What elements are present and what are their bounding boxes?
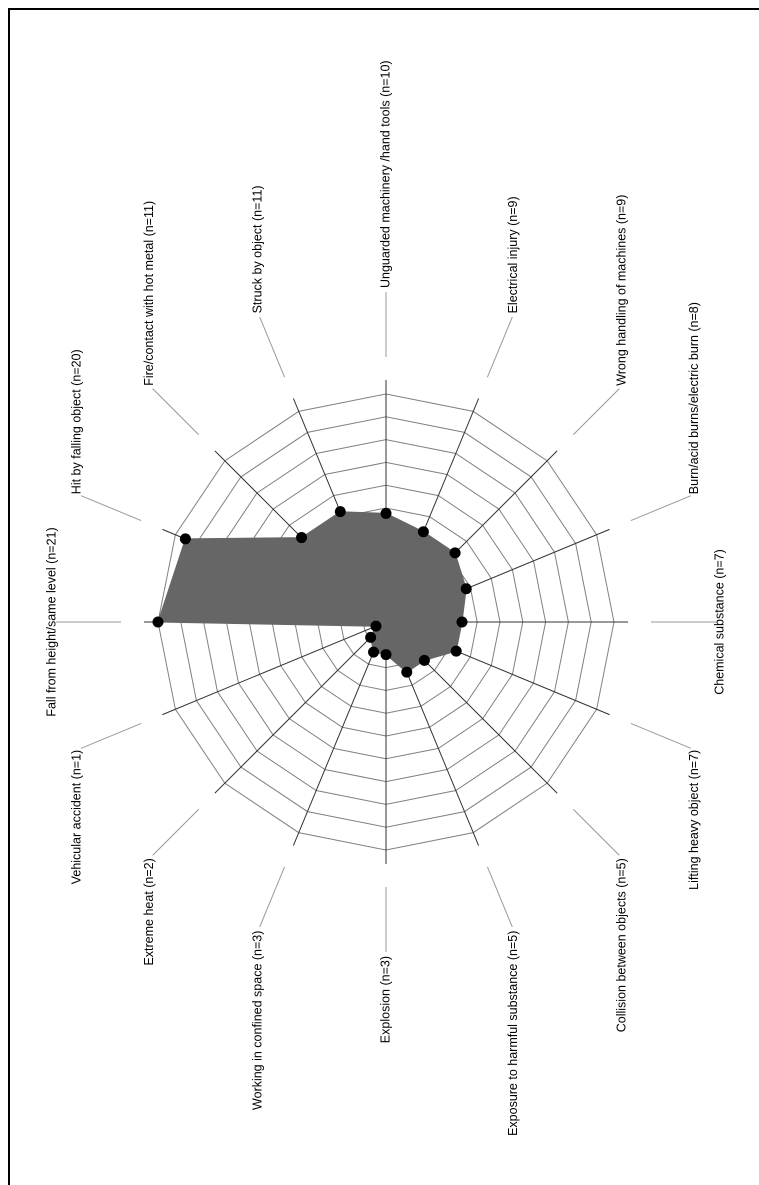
category-label: Collision between objects (n=5): [614, 858, 628, 1032]
data-point-marker: [456, 616, 468, 628]
data-point-marker: [179, 533, 191, 545]
label-leader-line: [152, 388, 199, 435]
category-label: Fire/contact with hot metal (n=11): [142, 201, 156, 386]
label-leader-line: [573, 388, 620, 435]
category-label: Extreme heat (n=2): [142, 858, 156, 965]
category-label: Hit by falling object (n=20): [70, 349, 84, 494]
category-label: Working in confined space (n=3): [250, 931, 264, 1110]
data-point-marker: [449, 547, 461, 559]
label-leader-line: [80, 722, 142, 749]
category-label: Wrong handling of machines (n=9): [614, 195, 628, 386]
category-label: Burn/acid burns/electric burn (n=8): [687, 302, 701, 494]
category-label: Chemical substance (n=7): [712, 549, 726, 695]
data-point-marker: [365, 631, 377, 643]
spoke-line: [162, 621, 387, 716]
data-point-marker: [334, 506, 346, 518]
data-point-marker: [370, 620, 382, 632]
data-point-marker: [450, 645, 462, 657]
label-leader-line: [152, 809, 199, 856]
data-point-marker: [418, 654, 430, 666]
category-label: Exposure to harmful substance (n=5): [506, 931, 520, 1136]
label-leader-line: [486, 866, 513, 928]
label-leader-line: [573, 809, 620, 856]
label-leader-line: [630, 722, 692, 749]
data-point-marker: [296, 532, 308, 544]
data-markers: [152, 506, 472, 678]
category-label: Unguarded machinery /hand tools (n=10): [378, 60, 392, 288]
label-leader-line: [259, 316, 286, 378]
data-point-marker: [417, 526, 429, 538]
category-labels: Fall from height/same level (n=21) Hit by…: [44, 60, 726, 1136]
data-point-marker: [152, 616, 164, 628]
spoke-line: [292, 621, 387, 846]
category-label: Struck by object (n=11): [250, 185, 264, 313]
data-point-marker: [460, 583, 472, 595]
label-leader-line: [486, 316, 513, 378]
data-point-marker: [380, 649, 392, 661]
data-point-marker: [401, 666, 413, 678]
label-leader-line: [259, 866, 286, 928]
chart-frame: [8, 8, 759, 1185]
data-point-marker: [380, 507, 392, 519]
category-label: Electrical injury (n=9): [506, 196, 520, 313]
category-label: Lifting heavy object (n=7): [687, 750, 701, 890]
label-leader-line: [630, 495, 692, 522]
category-label: Fall from height/same level (n=21): [44, 527, 58, 716]
spoke-line: [214, 621, 387, 794]
data-point-marker: [368, 646, 380, 658]
category-label: Explosion (n=3): [378, 956, 392, 1043]
category-label: Vehicular accident (n=1): [70, 750, 84, 884]
label-leader-line: [80, 495, 142, 522]
